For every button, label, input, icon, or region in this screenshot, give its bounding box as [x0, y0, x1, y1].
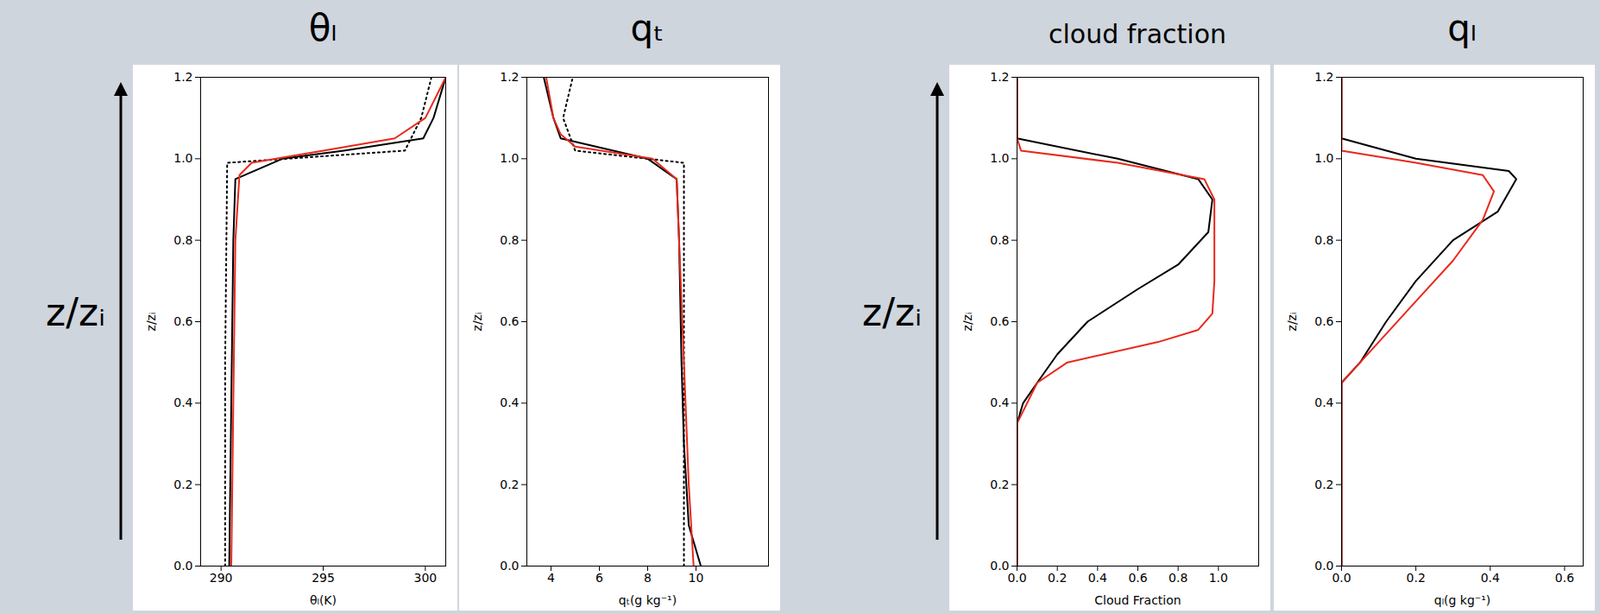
svg-text:0.8: 0.8 [499, 233, 519, 247]
svg-text:0.4: 0.4 [173, 395, 193, 410]
svg-text:0.6: 0.6 [499, 314, 519, 328]
svg-text:1.0: 1.0 [1314, 151, 1334, 165]
svg-text:4: 4 [547, 570, 555, 585]
svg-text:0.2: 0.2 [173, 477, 193, 492]
svg-text:0.4: 0.4 [1314, 395, 1334, 410]
html-text:qₗ: qₗ [1447, 6, 1477, 50]
svg-text:0.4: 0.4 [1480, 570, 1500, 585]
svg-text:0.8: 0.8 [989, 233, 1009, 247]
svg-text:1.0: 1.0 [173, 151, 193, 165]
svg-text:z/zᵢ: z/zᵢ [1285, 312, 1299, 332]
svg-text:qₗ(g kg⁻¹): qₗ(g kg⁻¹) [1434, 592, 1491, 607]
html-text:qₜ: qₜ [630, 6, 665, 50]
svg-text:0.2: 0.2 [1406, 570, 1426, 585]
svg-text:0.0: 0.0 [1331, 570, 1351, 585]
svg-text:z/zᵢ: z/zᵢ [960, 312, 975, 332]
svg-text:1.2: 1.2 [1314, 69, 1334, 84]
svg-text:1.0: 1.0 [1209, 570, 1229, 585]
svg-text:0.0: 0.0 [989, 558, 1009, 573]
svg-text:1.0: 1.0 [989, 151, 1009, 165]
svg-text:0.8: 0.8 [173, 233, 193, 247]
svg-text:10: 10 [688, 570, 705, 585]
svg-text:θₗ(K): θₗ(K) [309, 592, 337, 607]
svg-text:0.0: 0.0 [1314, 558, 1334, 573]
svg-text:300: 300 [413, 570, 437, 585]
html-text:z/zᵢ: z/zᵢ [45, 289, 106, 334]
svg-text:0.6: 0.6 [1314, 314, 1334, 328]
svg-text:0.6: 0.6 [1127, 570, 1147, 585]
html-text:z/zᵢ: z/zᵢ [862, 289, 922, 334]
html-text:θₗ: θₗ [308, 6, 337, 50]
svg-text:0.8: 0.8 [1314, 233, 1334, 247]
svg-text:0.2: 0.2 [1047, 570, 1067, 585]
svg-text:6: 6 [595, 570, 604, 585]
svg-text:1.2: 1.2 [173, 69, 193, 84]
svg-text:0.8: 0.8 [1168, 570, 1188, 585]
svg-text:0.4: 0.4 [1088, 570, 1108, 585]
svg-text:1.0: 1.0 [499, 151, 519, 165]
svg-text:Cloud Fraction: Cloud Fraction [1094, 592, 1181, 607]
svg-text:8: 8 [643, 570, 652, 585]
svg-text:0.0: 0.0 [1007, 570, 1027, 585]
svg-text:z/zᵢ: z/zᵢ [144, 312, 158, 332]
svg-text:295: 295 [311, 570, 335, 585]
svg-text:qₜ(g kg⁻¹): qₜ(g kg⁻¹) [618, 592, 677, 607]
svg-text:0.2: 0.2 [989, 477, 1009, 492]
svg-text:0.0: 0.0 [173, 558, 193, 573]
svg-text:z/zᵢ: z/zᵢ [470, 312, 485, 332]
svg-text:0.0: 0.0 [499, 558, 519, 573]
svg-text:0.6: 0.6 [989, 314, 1009, 328]
svg-text:1.2: 1.2 [989, 69, 1009, 84]
svg-text:0.2: 0.2 [499, 477, 519, 492]
svg-text:1.2: 1.2 [499, 69, 519, 84]
svg-text:0.4: 0.4 [989, 395, 1009, 410]
svg-text:0.4: 0.4 [499, 395, 519, 410]
svg-text:0.2: 0.2 [1314, 477, 1334, 492]
svg-text:0.6: 0.6 [173, 314, 193, 328]
svg-text:290: 290 [209, 570, 234, 585]
html-text:cloud fraction: cloud fraction [1048, 18, 1227, 50]
svg-text:0.6: 0.6 [1555, 570, 1575, 585]
